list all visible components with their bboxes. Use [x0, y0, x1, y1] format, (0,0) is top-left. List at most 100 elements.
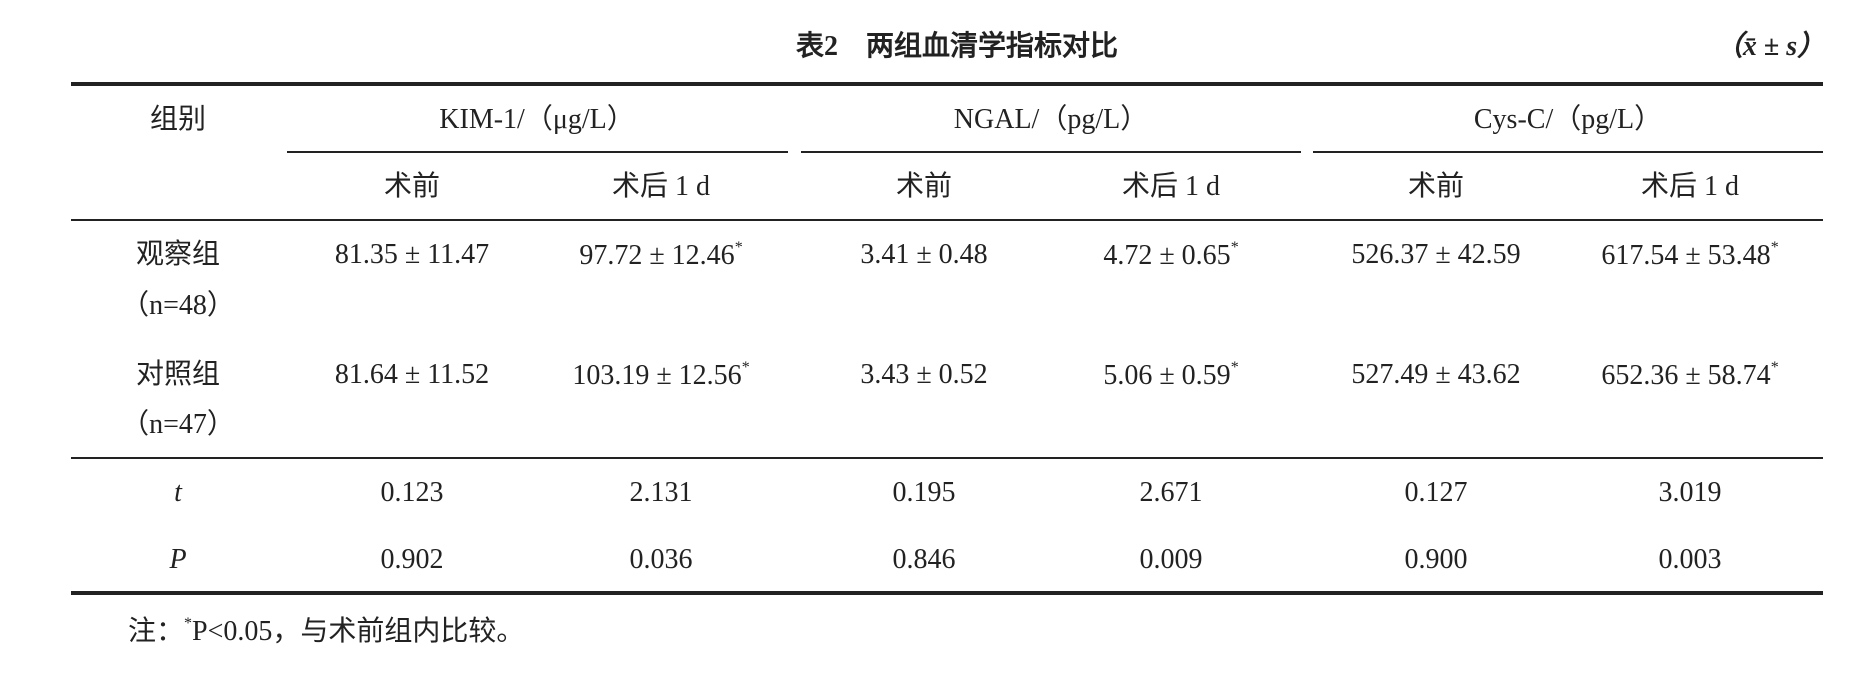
- group-header: 组别: [150, 106, 206, 134]
- text: P<0.05，与术前组内比较。: [192, 616, 525, 647]
- text: 术前: [895, 171, 953, 202]
- stat-value: 3.019: [1659, 479, 1722, 507]
- text: 103.19 ± 12.56: [572, 360, 742, 391]
- text: 对照组: [135, 359, 221, 390]
- cell: 3.41 ± 0.48: [860, 241, 987, 269]
- text: 观察组: [135, 239, 221, 270]
- sub-header: 术后 1 d: [1122, 173, 1220, 201]
- stat-value: 0.123: [381, 479, 444, 507]
- mark: *: [1230, 359, 1239, 376]
- text: P: [169, 544, 187, 575]
- title: 表2 两组血清学指标对比: [796, 33, 1118, 61]
- cell: 5.06 ± 0.59*: [1103, 360, 1238, 390]
- group-underline: [801, 151, 1301, 153]
- stat-label: t: [174, 479, 182, 507]
- cell: 526.37 ± 42.59: [1351, 241, 1520, 269]
- mark: *: [1770, 239, 1779, 256]
- text: KIM-1/（μg/L）: [439, 104, 635, 135]
- text: NGAL/（pg/L）: [953, 104, 1149, 135]
- mark: *: [1230, 239, 1239, 256]
- row-group: 观察组: [136, 241, 220, 269]
- text: 0.127: [1404, 477, 1468, 508]
- text: 0.003: [1658, 544, 1722, 575]
- stat-value: 0.127: [1405, 479, 1468, 507]
- text: 4.72 ± 0.65: [1103, 240, 1231, 271]
- unit-note: （x̄ ± s）: [1715, 33, 1825, 61]
- group-underline: [1313, 151, 1823, 153]
- mark: *: [741, 359, 750, 376]
- text: 术后 1 d: [611, 171, 711, 202]
- header-rule: [71, 219, 1823, 221]
- note: 注：*P<0.05，与术前组内比较。: [128, 616, 524, 646]
- cell: 97.72 ± 12.46*: [579, 240, 742, 270]
- sub-header: 术前: [896, 173, 952, 201]
- text: 617.54 ± 53.48: [1601, 240, 1771, 271]
- cell: 81.64 ± 11.52: [335, 361, 489, 389]
- text: （x̄ ± s）: [1714, 31, 1826, 62]
- row-n: （n=47）: [121, 411, 235, 439]
- mark: *: [184, 615, 193, 632]
- text: Cys-C/（pg/L）: [1473, 104, 1663, 135]
- stat-label: P: [169, 546, 186, 574]
- stat-value: 0.902: [381, 546, 444, 574]
- column-header: KIM-1/（μg/L）: [439, 106, 634, 134]
- column-header: NGAL/（pg/L）: [954, 106, 1148, 134]
- text: （n=48）: [121, 290, 235, 321]
- text: 术前: [383, 171, 441, 202]
- cell: 617.54 ± 53.48*: [1601, 240, 1778, 270]
- column-header: Cys-C/（pg/L）: [1474, 106, 1662, 134]
- bottom-rule: [71, 591, 1823, 595]
- stat-value: 0.003: [1659, 546, 1722, 574]
- text: 表2 两组血清学指标对比: [795, 31, 1119, 62]
- text: 2.131: [629, 477, 693, 508]
- text: 组别: [149, 104, 207, 135]
- stat-value: 2.131: [630, 479, 693, 507]
- stat-value: 0.036: [630, 546, 693, 574]
- body-rule: [71, 457, 1823, 459]
- text: 术后 1 d: [1640, 171, 1740, 202]
- row-n: （n=48）: [121, 292, 235, 320]
- text: （n=47）: [121, 409, 235, 440]
- text: 0.009: [1139, 544, 1203, 575]
- text: 5.06 ± 0.59: [1103, 360, 1231, 391]
- cell: 81.35 ± 11.47: [335, 241, 489, 269]
- mark: *: [734, 239, 743, 256]
- stat-value: 0.195: [893, 479, 956, 507]
- cell: 652.36 ± 58.74*: [1601, 360, 1778, 390]
- cell: 4.72 ± 0.65*: [1103, 240, 1238, 270]
- text: 526.37 ± 42.59: [1351, 239, 1521, 270]
- text: 3.43 ± 0.52: [860, 359, 988, 390]
- group-underline: [287, 151, 788, 153]
- sub-header: 术前: [1408, 173, 1464, 201]
- sub-header: 术后 1 d: [1641, 173, 1739, 201]
- text: 0.123: [380, 477, 444, 508]
- text: 术后 1 d: [1121, 171, 1221, 202]
- stat-value: 0.900: [1405, 546, 1468, 574]
- top-rule: [71, 82, 1823, 86]
- text: 81.35 ± 11.47: [334, 239, 490, 270]
- stat-value: 0.846: [893, 546, 956, 574]
- text: 术前: [1407, 171, 1465, 202]
- text: 0.902: [380, 544, 444, 575]
- text: 0.846: [892, 544, 956, 575]
- text: 注：: [128, 616, 185, 647]
- mark: *: [1770, 359, 1779, 376]
- sub-header: 术后 1 d: [612, 173, 710, 201]
- stat-value: 0.009: [1140, 546, 1203, 574]
- cell: 103.19 ± 12.56*: [572, 360, 749, 390]
- text: 3.019: [1658, 477, 1722, 508]
- text: 0.900: [1404, 544, 1468, 575]
- text: 652.36 ± 58.74: [1601, 360, 1771, 391]
- text: 527.49 ± 43.62: [1351, 359, 1521, 390]
- text: 0.036: [629, 544, 693, 575]
- sub-header: 术前: [384, 173, 440, 201]
- text: 0.195: [892, 477, 956, 508]
- cell: 3.43 ± 0.52: [860, 361, 987, 389]
- text: 2.671: [1139, 477, 1203, 508]
- text: t: [174, 477, 182, 508]
- text: 81.64 ± 11.52: [334, 359, 490, 390]
- text: 3.41 ± 0.48: [860, 239, 988, 270]
- row-group: 对照组: [136, 361, 220, 389]
- stat-value: 2.671: [1140, 479, 1203, 507]
